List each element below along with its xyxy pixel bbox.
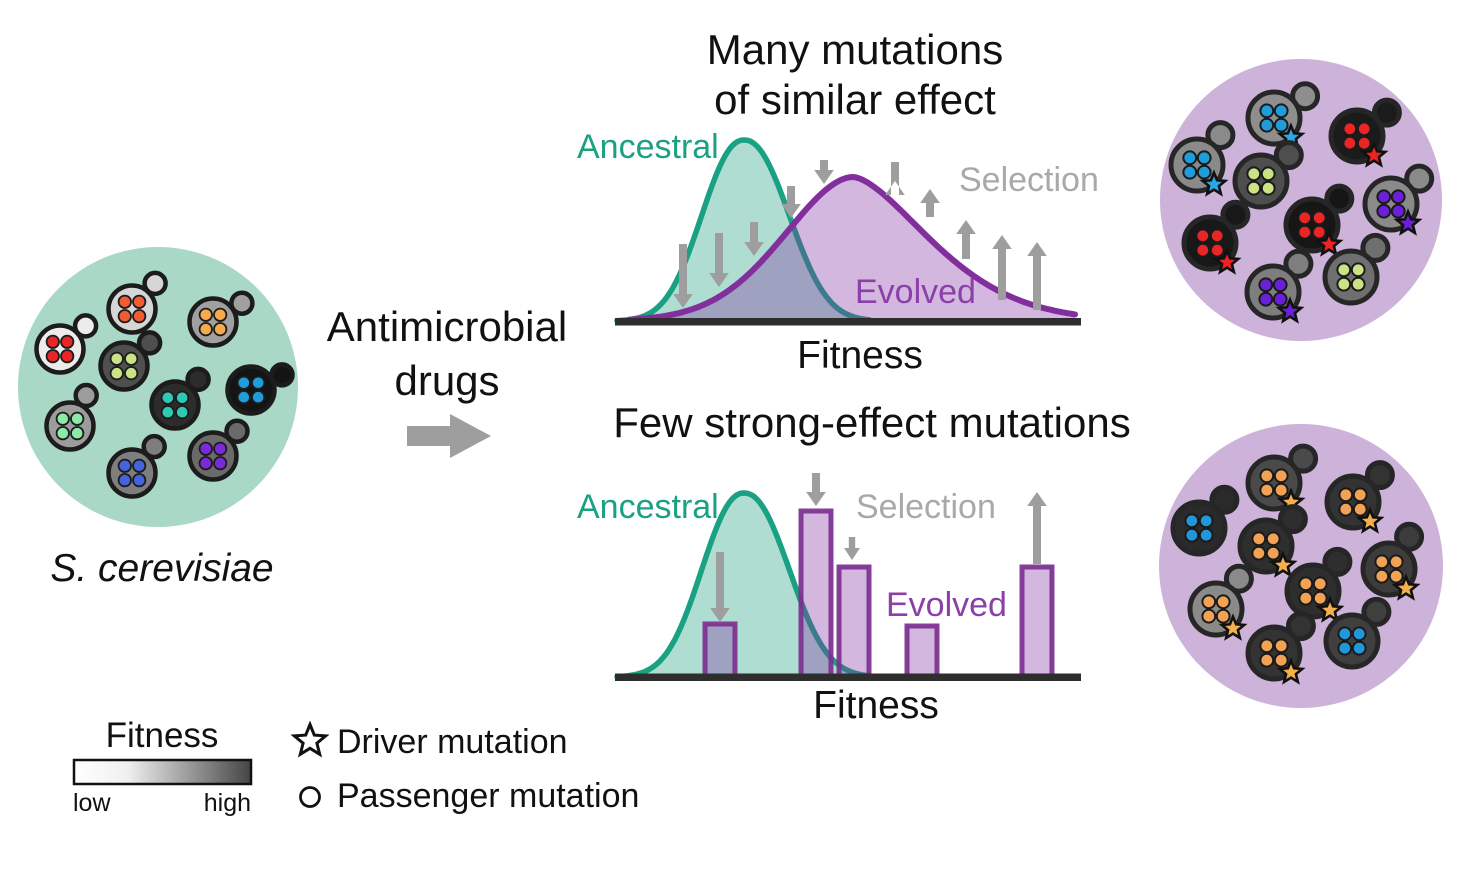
svg-text:high: high xyxy=(204,789,251,817)
svg-text:Few strong-effect mutations: Few strong-effect mutations xyxy=(613,399,1130,446)
svg-text:Fitness: Fitness xyxy=(797,334,923,377)
svg-text:Fitness: Fitness xyxy=(106,716,219,755)
svg-text:Many mutations: Many mutations xyxy=(707,26,1003,73)
svg-text:Antimicrobial: Antimicrobial xyxy=(327,303,567,350)
svg-text:Driver mutation: Driver mutation xyxy=(337,723,568,761)
svg-text:Selection: Selection xyxy=(959,161,1099,199)
svg-text:Ancestral: Ancestral xyxy=(577,488,719,526)
svg-text:Passenger mutation: Passenger mutation xyxy=(337,777,639,815)
svg-text:drugs: drugs xyxy=(394,357,499,404)
svg-text:Evolved: Evolved xyxy=(886,586,1007,624)
svg-text:S. cerevisiae: S. cerevisiae xyxy=(50,547,273,590)
svg-text:Fitness: Fitness xyxy=(813,684,939,727)
svg-text:of similar effect: of similar effect xyxy=(714,76,996,123)
svg-text:Ancestral: Ancestral xyxy=(577,128,719,166)
svg-text:Evolved: Evolved xyxy=(855,273,976,311)
svg-text:low: low xyxy=(73,789,111,817)
svg-text:Selection: Selection xyxy=(856,488,996,526)
